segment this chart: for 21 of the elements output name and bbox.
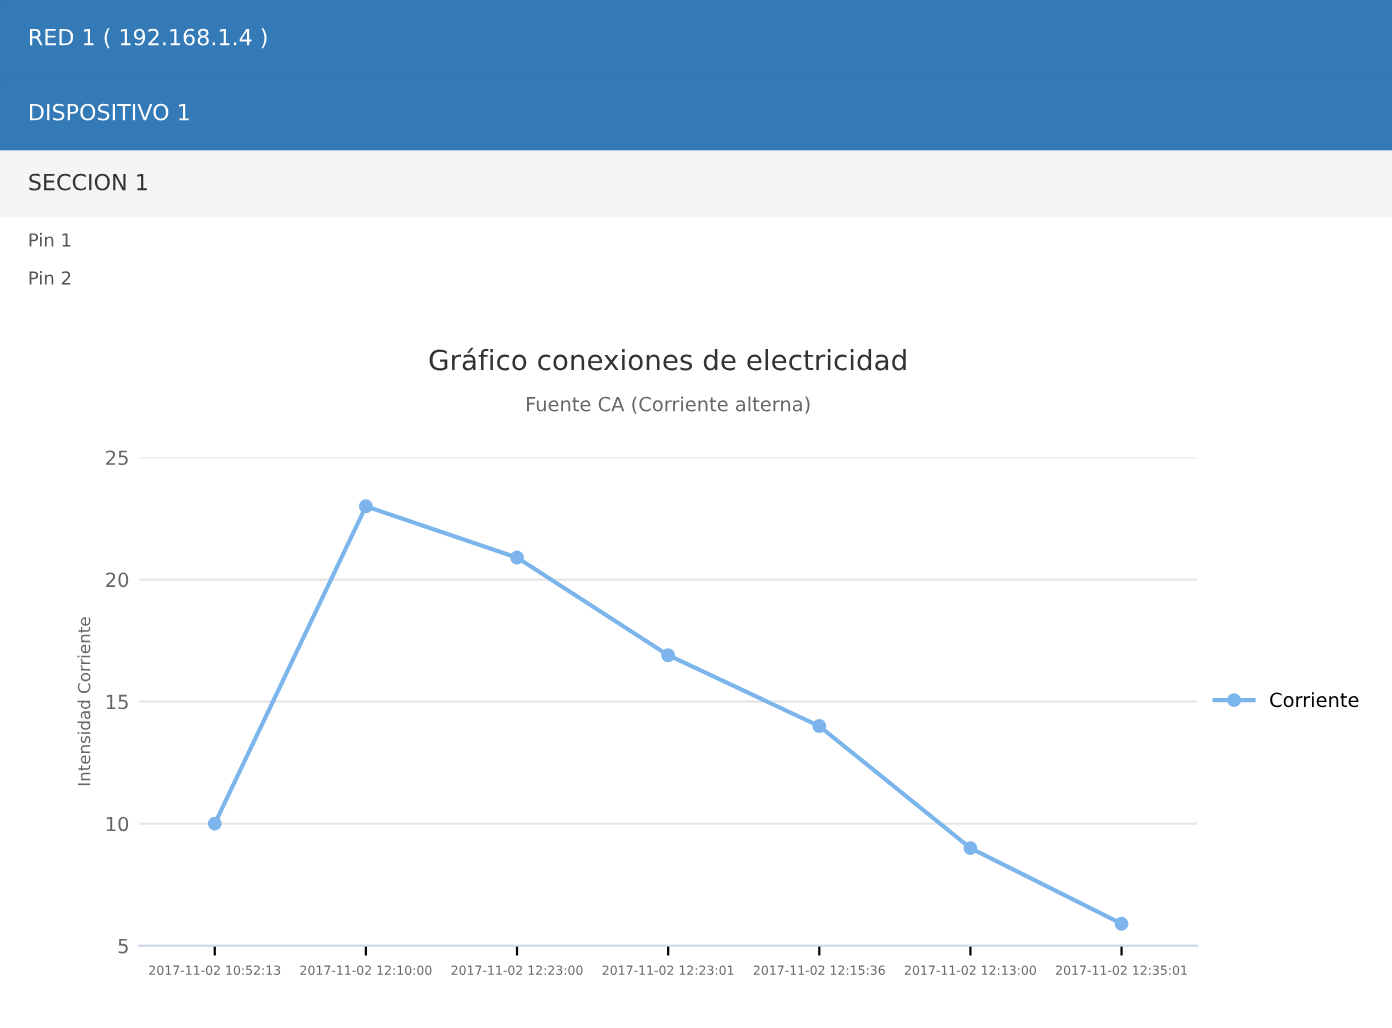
y-tick-label: 10 <box>106 816 129 832</box>
point <box>661 648 676 663</box>
y-tick-label: 15 <box>106 694 128 710</box>
chart-title: Gráfico conexiones de electricidad <box>429 347 906 371</box>
text: SECCION 1 <box>29 173 147 191</box>
text: RED 1 ( 192.168.1.4 ) <box>30 28 267 49</box>
y-tick-label: 20 <box>106 572 129 588</box>
chart-subtitle: Fuente CA (Corriente alterna) <box>527 396 810 414</box>
y-axis-title: Intensidad Corriente <box>77 617 91 786</box>
text: Pin 2 <box>29 270 71 285</box>
point <box>510 550 524 565</box>
point <box>358 499 373 514</box>
text: Pin 1 <box>29 232 71 247</box>
point <box>1114 916 1129 931</box>
point <box>963 841 978 856</box>
text: DISPOSITIVO 1 <box>30 103 189 121</box>
point <box>812 719 827 733</box>
legend-label: Corriente <box>1270 692 1359 708</box>
point <box>207 816 222 831</box>
y-tick-label: 5 <box>118 938 128 954</box>
y-tick-label: 25 <box>106 450 128 466</box>
